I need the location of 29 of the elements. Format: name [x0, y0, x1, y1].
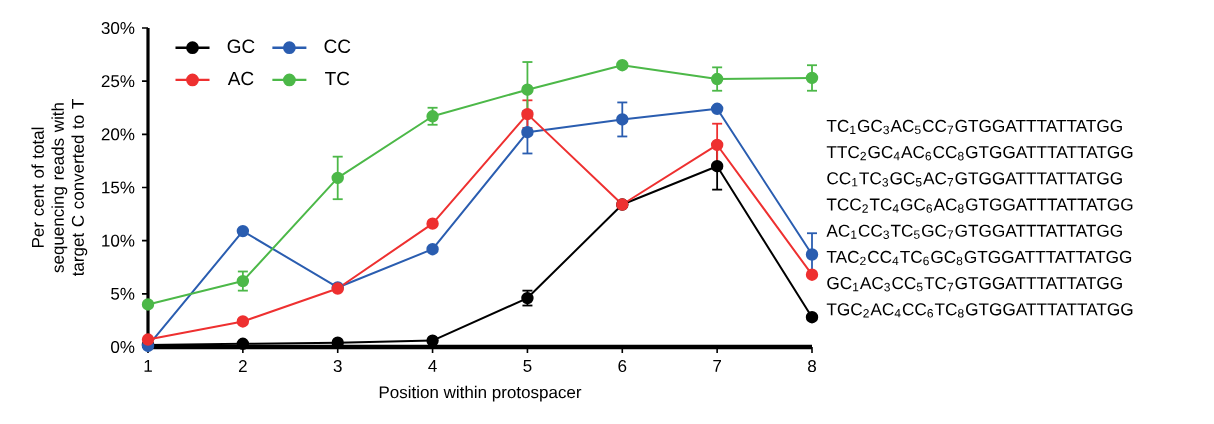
legend-label: CC [324, 39, 351, 54]
x-tick-label: 1 [144, 360, 152, 372]
y-axis-title: Per cent of total sequencing reads with target C converted to T [31, 99, 88, 277]
legend-label: AC [227, 71, 254, 86]
x-tick-label: 7 [713, 360, 722, 372]
y-tick-label: 15% [102, 181, 135, 194]
y-tick-label: 25% [101, 75, 135, 88]
y-tick-label: 10% [102, 234, 135, 247]
text: TC$_{1}$GC$_{3}$AC$_{5}$CC$_{7}$GTGGATTTATTATGG [826, 119, 1122, 135]
x-tick-label: 8 [808, 360, 816, 373]
x-tick-label: 2 [238, 360, 247, 372]
text: TAC$_{2}$CC$_{4}$TC$_{6}$GC$_{8}$GTGGATTTATTATGG [826, 250, 1132, 266]
x-axis-title: Position within protospacer [379, 385, 582, 402]
x-tick-label: 3 [333, 360, 342, 373]
x-tick-label: 5 [523, 360, 532, 372]
text: TTC$_{2}$GC$_{4}$AC$_{6}$CC$_{8}$GTGGATTTATTATGG [826, 146, 1133, 161]
text: CC$_{1}$TC$_{3}$GC$_{5}$AC$_{7}$GTGGATTTATTATGG [827, 172, 1122, 187]
y-tick-label: 0% [111, 340, 135, 354]
text: AC$_{1}$CC$_{3}$TC$_{5}$GC$_{7}$GTGGATTTATTATGG [826, 224, 1122, 239]
y-tick-label: 30% [101, 21, 135, 35]
y-tick-label: 20% [101, 128, 135, 141]
x-tick-label: 4 [428, 360, 437, 372]
legend-label: TC [325, 71, 350, 86]
x-tick-label: 6 [618, 360, 627, 373]
y-tick-label: 5% [111, 287, 135, 300]
text: TGC$_{2}$AC$_{4}$CC$_{6}$TC$_{8}$GTGGATTTATTATGG [826, 303, 1133, 318]
legend-label: GC [227, 39, 255, 54]
text: TCC$_{2}$TC$_{4}$GC$_{6}$AC$_{8}$GTGGATTTATTATGG [826, 198, 1133, 213]
text: GC$_{1}$AC$_{3}$CC$_{5}$TC$_{7}$GTGGATTTATTATGG [827, 277, 1122, 292]
